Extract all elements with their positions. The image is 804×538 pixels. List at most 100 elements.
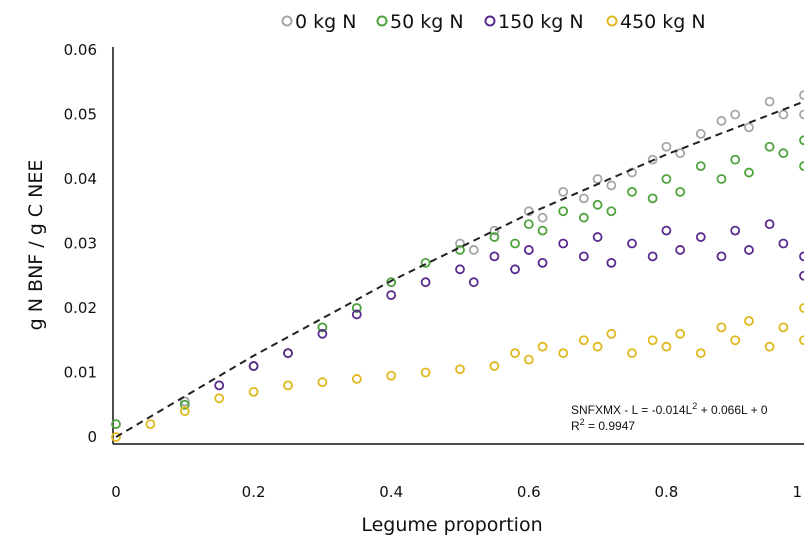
data-point — [764, 341, 775, 352]
legend-item: 0 kg N — [281, 11, 356, 33]
data-point — [214, 380, 225, 391]
data-point — [647, 154, 658, 165]
data-point — [283, 348, 293, 359]
data-point — [214, 393, 225, 404]
data-point — [799, 109, 804, 120]
data-point — [764, 141, 775, 152]
y-tick-label: 0.01 — [64, 364, 97, 382]
data-point — [592, 199, 603, 210]
legend-label: 50 kg N — [390, 11, 464, 33]
data-point — [744, 167, 754, 178]
data-point — [778, 109, 789, 120]
data-point — [455, 264, 465, 275]
data-point — [455, 238, 465, 249]
y-axis-title: g N BNF / g C NEE — [25, 160, 47, 331]
data-point — [716, 251, 727, 262]
data-point — [523, 354, 534, 365]
data-point — [661, 141, 672, 152]
data-point — [661, 174, 672, 184]
data-point — [730, 109, 741, 120]
data-point — [744, 245, 754, 255]
y-axis-ticks: 0 0.01 0.02 0.03 0.04 0.05 0.06 — [64, 41, 97, 446]
data-point — [351, 374, 362, 384]
legend-item: 50 kg N — [376, 11, 464, 33]
y-tick-label: 0.04 — [64, 170, 97, 188]
data-point — [799, 251, 804, 262]
legend-marker — [606, 15, 618, 27]
legend: 0 kg N 50 kg N 150 kg N 450 kg N — [281, 11, 706, 33]
data-point — [111, 419, 121, 430]
data-point — [510, 238, 520, 249]
data-point — [695, 232, 706, 242]
data-point — [764, 96, 775, 107]
data-point — [606, 257, 617, 268]
data-points — [111, 90, 804, 442]
data-point — [661, 225, 672, 236]
data-point — [592, 341, 603, 352]
y-tick-label: 0 — [87, 428, 97, 446]
data-point — [627, 238, 637, 249]
data-point — [420, 367, 431, 378]
x-tick-label: 0.2 — [242, 483, 266, 501]
data-point — [799, 161, 804, 171]
data-point — [592, 174, 603, 184]
data-point — [799, 270, 804, 281]
data-point — [778, 238, 789, 249]
fit-line — [115, 100, 804, 438]
data-point — [537, 341, 548, 352]
data-point — [578, 335, 589, 346]
data-point — [730, 335, 741, 346]
data-point — [523, 245, 534, 255]
data-point — [716, 116, 727, 126]
data-point — [558, 206, 569, 217]
data-point — [716, 174, 727, 184]
data-point — [799, 135, 804, 146]
data-point — [647, 251, 658, 262]
data-point — [661, 341, 672, 352]
data-point — [537, 225, 548, 236]
data-point — [675, 148, 686, 159]
data-point — [744, 122, 754, 133]
x-axis-title: Legume proportion — [361, 514, 542, 536]
data-point — [627, 186, 637, 197]
legend-marker — [484, 15, 496, 27]
data-point — [317, 322, 328, 333]
x-tick-label: 0.6 — [517, 483, 541, 501]
r-squared: R2 = 0.9947 — [571, 417, 635, 433]
data-point — [537, 257, 548, 268]
data-point — [606, 328, 617, 339]
fit-equation: SNFXMX - L = -0.014L2 + 0.066L + 0 — [571, 401, 768, 417]
data-point — [317, 377, 328, 388]
data-point — [675, 186, 686, 197]
data-point — [111, 432, 121, 442]
data-point — [523, 219, 534, 230]
data-point — [489, 251, 500, 262]
legend-label: 0 kg N — [295, 11, 356, 33]
y-tick-label: 0.03 — [64, 235, 97, 253]
data-point — [537, 212, 548, 223]
data-point — [283, 380, 293, 391]
data-point — [558, 238, 569, 249]
data-point — [695, 161, 706, 172]
data-point — [764, 219, 775, 230]
x-tick-label: 1 — [792, 483, 802, 501]
data-point — [578, 212, 589, 223]
data-point — [730, 154, 741, 165]
legend-item: 150 kg N — [484, 11, 584, 33]
y-tick-label: 0.02 — [64, 299, 97, 317]
x-axis-ticks: 0 0.2 0.4 0.6 0.8 1 — [111, 483, 802, 501]
data-point — [578, 251, 589, 262]
data-point — [420, 257, 431, 268]
data-point — [510, 348, 520, 359]
data-point — [558, 186, 569, 197]
data-point — [420, 277, 431, 288]
data-point — [695, 348, 706, 359]
data-point — [675, 245, 686, 255]
data-point — [248, 361, 259, 371]
data-point — [179, 406, 190, 417]
data-point — [510, 264, 520, 275]
series-150-kg-n — [214, 219, 804, 391]
y-tick-label: 0.06 — [64, 41, 97, 59]
data-point — [489, 225, 500, 236]
